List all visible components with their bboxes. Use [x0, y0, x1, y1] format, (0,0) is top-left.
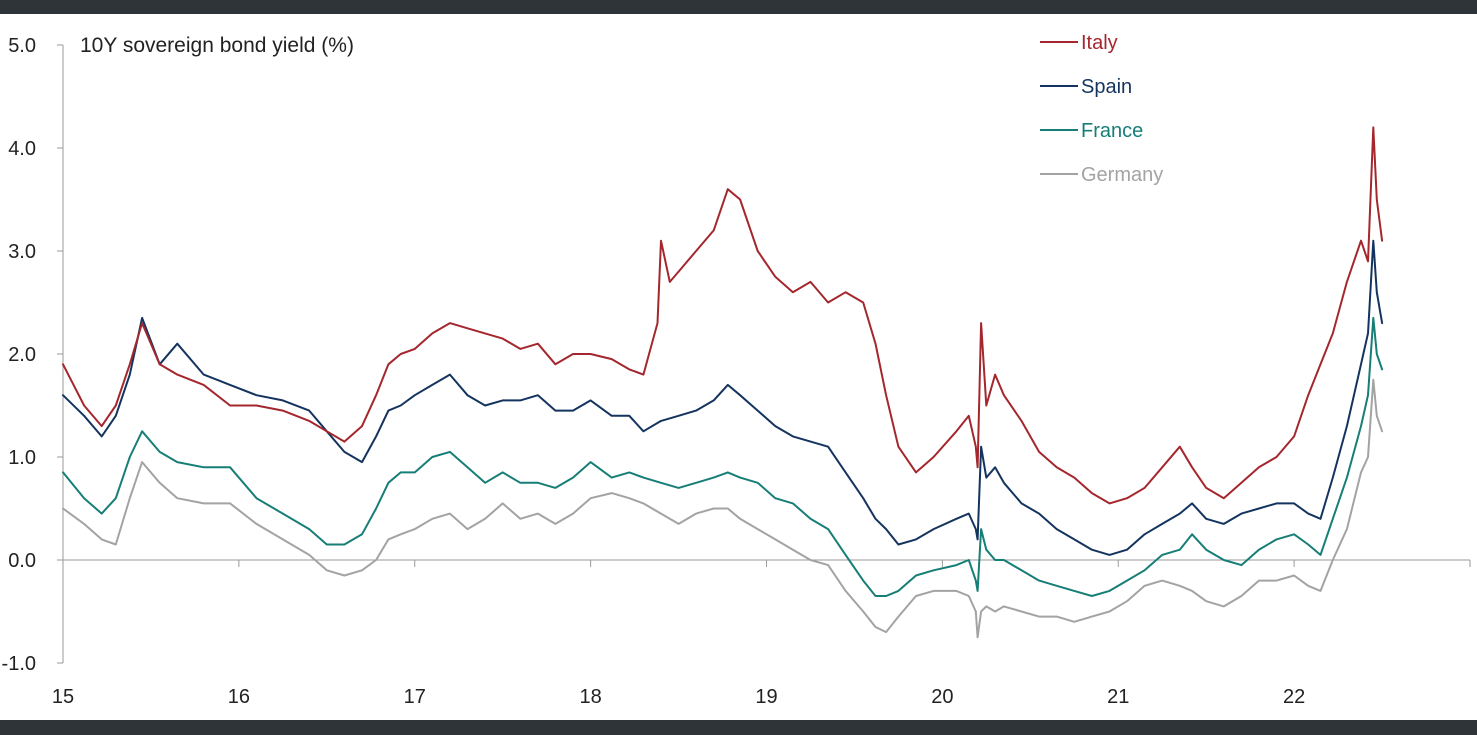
y-tick-label: 0.0	[8, 550, 36, 572]
y-tick-label: 5.0	[8, 35, 36, 57]
chart-title: 10Y sovereign bond yield (%)	[80, 34, 354, 57]
x-tick-label: 20	[931, 686, 953, 708]
y-tick-label: 2.0	[8, 344, 36, 366]
axes-group: 5.0 4.0 3.0 2.0 1.0 0.0 -1.0 15 16 17 18 19 20 21 22	[2, 35, 1471, 708]
chart-panel: 5.0 4.0 3.0 2.0 1.0 0.0 -1.0 15 16 17 18 19 20 21 22 1…	[0, 14, 1477, 720]
series-line-germany	[62, 378, 1384, 639]
y-tick-label: -1.0	[2, 653, 36, 675]
legend-label-france: France	[1081, 120, 1143, 142]
series-line-spain	[62, 239, 1384, 556]
legend-label-italy: Italy	[1081, 32, 1118, 54]
bond-yield-line-chart: 5.0 4.0 3.0 2.0 1.0 0.0 -1.0 15 16 17 18 19 20 21 22 1…	[2, 32, 1471, 708]
legend-label-germany: Germany	[1081, 164, 1163, 186]
x-tick-label: 15	[52, 686, 74, 708]
y-tick-label: 4.0	[8, 138, 36, 160]
x-tick-label: 22	[1283, 686, 1305, 708]
x-tick-label: 19	[755, 686, 777, 708]
x-tick-label: 16	[228, 686, 250, 708]
x-tick-label: 17	[404, 686, 426, 708]
series-lines-group	[62, 126, 1384, 639]
y-tick-label: 3.0	[8, 241, 36, 263]
x-tick-label: 21	[1107, 686, 1129, 708]
series-line-france	[62, 316, 1384, 597]
legend-label-spain: Spain	[1081, 76, 1132, 98]
x-tick-label: 18	[580, 686, 602, 708]
legend: Italy Spain France Germany	[1040, 32, 1163, 186]
series-line-italy	[62, 126, 1384, 505]
y-tick-label: 1.0	[8, 447, 36, 469]
